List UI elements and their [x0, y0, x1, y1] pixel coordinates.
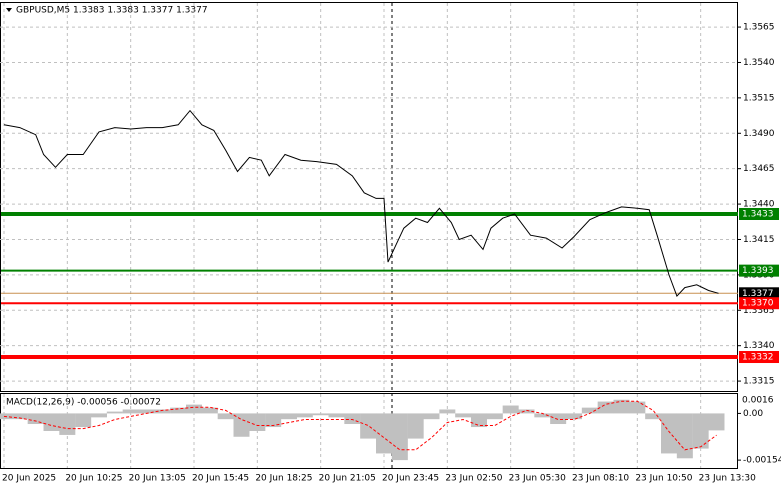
y-tick-label: 1.3540 [743, 58, 775, 68]
level-label-box [739, 297, 779, 310]
macd-bar [75, 413, 92, 428]
menu-triangle [6, 8, 12, 12]
macd-bar [185, 404, 202, 414]
macd-bar [11, 413, 28, 420]
macd-bar [455, 413, 472, 418]
macd-bar [201, 407, 218, 414]
x-tick-label: 20 Jun 10:25 [65, 474, 122, 484]
y-tick-label: 1.3515 [743, 93, 775, 103]
y-tick-label: 1.3415 [743, 235, 775, 245]
y-tick-label: 1.3490 [743, 129, 775, 139]
macd-bar [486, 413, 503, 420]
x-tick-label: 20 Jun 18:25 [255, 474, 312, 484]
y-tick-label: 1.3315 [743, 377, 775, 387]
macd-bar [502, 405, 519, 414]
y-tick-label: 1.3440 [743, 200, 775, 210]
macd-scale-label: 0.0016 [742, 396, 774, 406]
macd-bar [265, 413, 282, 428]
macd-bar [312, 413, 329, 416]
price-line [3, 109, 719, 298]
x-tick-label: 23 Jun 05:30 [509, 474, 566, 484]
macd-bar [613, 399, 630, 414]
macd-bar [565, 413, 582, 420]
x-tick-label: 23 Jun 13:30 [699, 474, 756, 484]
level-label: 1.3370 [742, 299, 774, 309]
macd-bar [27, 413, 44, 425]
level-label-box [739, 351, 779, 364]
macd-bar [106, 411, 123, 414]
macd-bar [439, 409, 456, 414]
macd-bar [138, 409, 155, 414]
x-tick-label: 20 Jun 15:45 [192, 474, 249, 484]
macd-bar [154, 409, 171, 414]
level-label-box [739, 287, 779, 300]
macd-bar [59, 413, 76, 435]
y-tick-label: -0.00154 [743, 456, 781, 466]
y-tick-label: 1.3365 [743, 306, 775, 316]
macd-bar [90, 413, 107, 418]
level-label-box [739, 264, 779, 277]
x-tick-label: 20 Jun 13:05 [129, 474, 186, 484]
x-tick-label: 20 Jun 2025 [2, 474, 56, 484]
level-label: 1.3393 [742, 266, 774, 276]
macd-bar [375, 413, 392, 454]
level-label: 1.3377 [742, 289, 774, 299]
x-tick-label: 23 Jun 02:50 [445, 474, 502, 484]
macd-bar [581, 407, 598, 414]
chart-title: GBPUSD,M5 1.3383 1.3383 1.3377 1.3377 [16, 6, 208, 16]
macd-bar [122, 409, 139, 414]
macd-bar [470, 413, 487, 428]
macd-bar [170, 407, 187, 414]
macd-bar [597, 401, 614, 414]
macd-bar [629, 401, 646, 414]
macd-bar [344, 413, 361, 425]
macd-bar [645, 413, 662, 420]
y-tick-label: 1.3565 [743, 23, 775, 33]
macd-bar [360, 413, 377, 439]
macd-bar [249, 413, 266, 431]
macd-bar [217, 413, 234, 420]
y-tick-label: 0.00 [743, 409, 763, 419]
main-frame [0, 2, 738, 392]
macd-bar [534, 413, 551, 418]
macd-bar [518, 409, 535, 414]
y-tick-label: 1.3340 [743, 341, 775, 351]
macd-bar [280, 413, 297, 420]
x-tick-label: 20 Jun 21:05 [319, 474, 376, 484]
level-label: 1.3332 [742, 353, 774, 363]
level-label: 1.3433 [742, 209, 774, 219]
level-label-box [739, 207, 779, 220]
macd-bar [676, 413, 693, 459]
macd-bar [43, 413, 60, 431]
macd-bar [660, 413, 677, 454]
macd-bar [550, 413, 567, 425]
macd-frame [0, 393, 738, 469]
y-tick-label: 1.3465 [743, 164, 775, 174]
x-tick-label: 20 Jun 23:45 [382, 474, 439, 484]
macd-bar [391, 413, 408, 461]
macd-bar [407, 413, 424, 439]
x-tick-label: 23 Jun 08:10 [572, 474, 629, 484]
macd-bar [233, 413, 250, 437]
macd-bar [423, 413, 440, 420]
macd-bar [708, 413, 725, 431]
macd-bar [328, 413, 345, 418]
macd-bar [296, 413, 313, 418]
x-tick-label: 23 Jun 10:50 [635, 474, 692, 484]
macd-title: MACD(12,26,9) -0.00056 -0.00072 [6, 398, 161, 408]
macd-bar [692, 413, 709, 449]
signal-line [3, 400, 717, 451]
